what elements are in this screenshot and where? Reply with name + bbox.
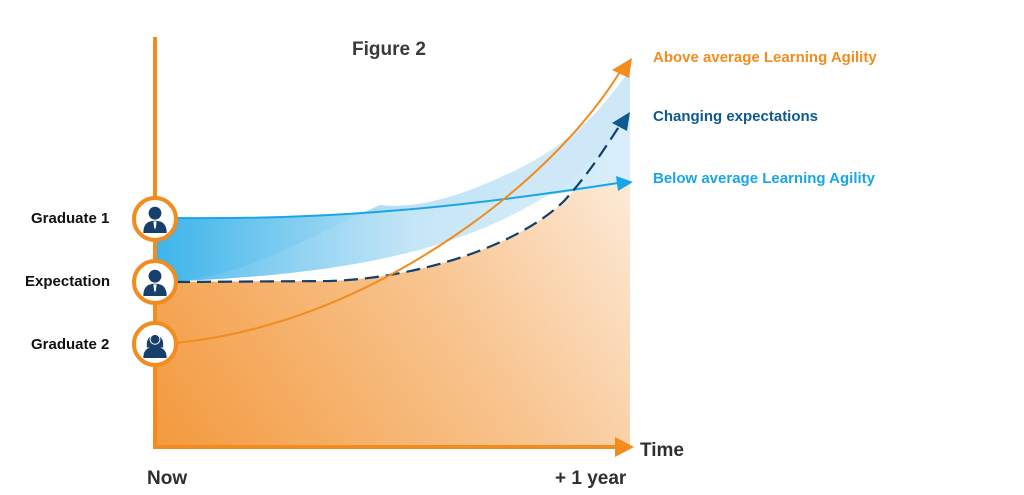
below-average-line — [175, 182, 619, 220]
below-average-arrow — [616, 176, 633, 191]
changing-expectations-line — [175, 124, 621, 284]
x-axis-arrow — [615, 437, 634, 457]
changing-expectations-label: Changing expectations — [653, 108, 819, 125]
graduate-1-label: Graduate 1 — [31, 210, 110, 227]
above-average-line — [175, 71, 621, 344]
expectation-marker — [132, 259, 178, 305]
x-axis-start-label: Now — [147, 468, 188, 489]
figure-title: Figure 2 — [352, 39, 426, 60]
x-axis-end-label: + 1 year — [555, 468, 627, 489]
graduate-1-marker — [132, 196, 178, 242]
changing-expectations-arrow — [612, 112, 630, 131]
above-average-arrow — [612, 58, 632, 78]
x-axis-title: Time — [640, 440, 685, 461]
blue-band-top — [155, 120, 630, 282]
orange-area — [155, 120, 630, 447]
graduate-2-label: Graduate 2 — [31, 336, 110, 353]
expectation-label: Expectation — [25, 273, 111, 290]
graduate-2-marker — [132, 321, 178, 367]
below-average-label: Below average Learning Agility — [653, 170, 876, 187]
above-average-label: Above average Learning Agility — [653, 49, 877, 66]
blue-wedge — [500, 70, 630, 200]
